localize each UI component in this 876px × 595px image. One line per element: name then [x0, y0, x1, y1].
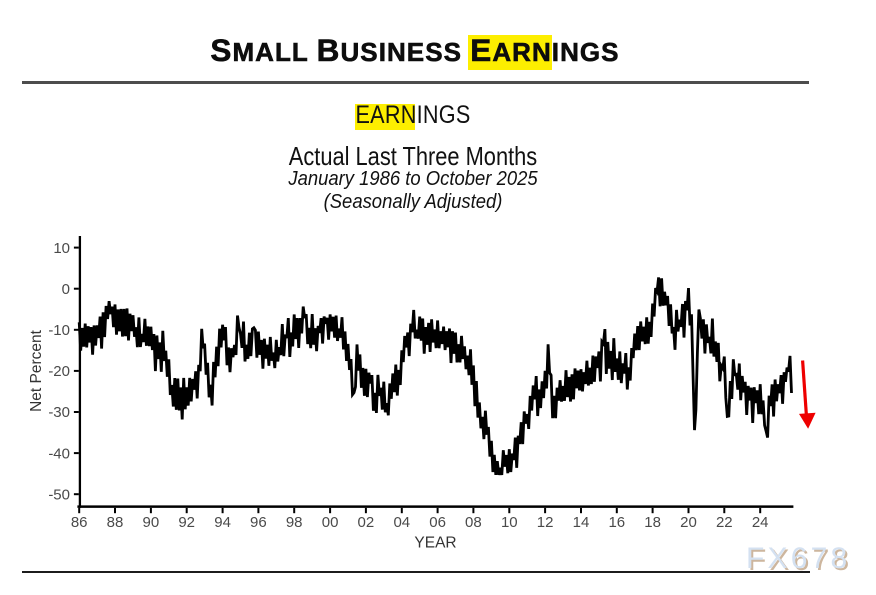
svg-text:10: 10	[53, 240, 70, 257]
svg-text:10: 10	[501, 514, 518, 531]
svg-text:-20: -20	[48, 363, 70, 380]
svg-text:0: 0	[62, 281, 70, 298]
svg-text:96: 96	[250, 514, 267, 531]
svg-text:92: 92	[178, 514, 195, 531]
svg-text:90: 90	[143, 514, 160, 531]
svg-text:12: 12	[537, 514, 554, 531]
svg-text:Net Percent: Net Percent	[28, 329, 45, 412]
svg-text:88: 88	[107, 514, 124, 531]
svg-text:-10: -10	[48, 322, 70, 339]
svg-text:94: 94	[214, 514, 231, 531]
svg-text:22: 22	[716, 514, 733, 531]
svg-text:YEAR: YEAR	[414, 535, 456, 552]
svg-text:-40: -40	[48, 445, 70, 462]
svg-text:18: 18	[644, 514, 661, 531]
svg-text:-30: -30	[48, 404, 70, 421]
svg-text:20: 20	[680, 514, 697, 531]
svg-text:14: 14	[573, 514, 590, 531]
svg-text:02: 02	[358, 514, 375, 531]
svg-text:98: 98	[286, 514, 303, 531]
svg-text:16: 16	[608, 514, 625, 531]
svg-text:00: 00	[322, 514, 339, 531]
svg-text:86: 86	[71, 514, 88, 531]
svg-text:24: 24	[752, 514, 769, 531]
svg-text:08: 08	[465, 514, 482, 531]
svg-text:04: 04	[393, 514, 410, 531]
svg-text:-50: -50	[48, 486, 70, 503]
svg-text:06: 06	[429, 514, 446, 531]
